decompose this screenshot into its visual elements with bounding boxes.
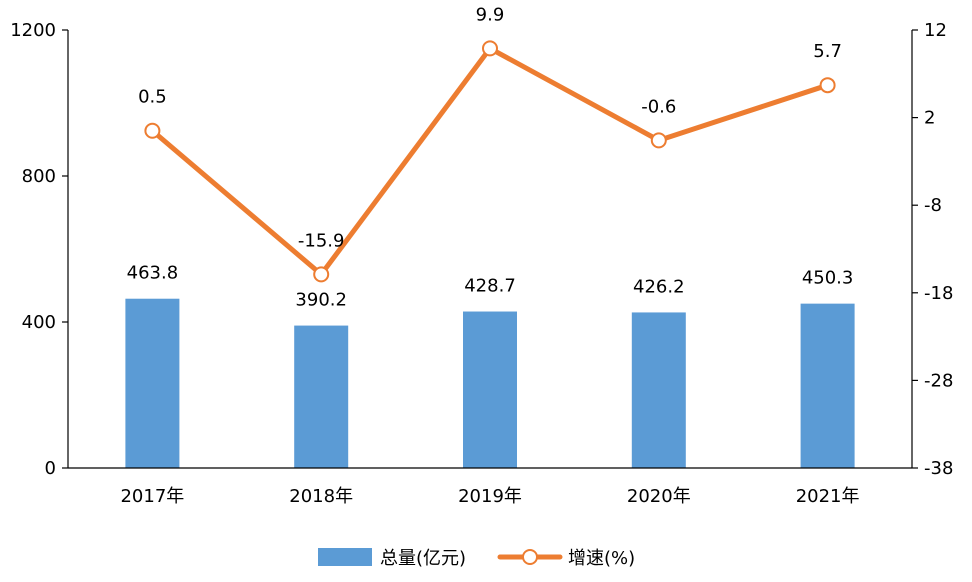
labels-layer: 463.8 390.2 428.7 426.2 450.3 0.5 -15.9 9.9 -0.6…	[127, 4, 854, 310]
growth-value-label-2: 9.9	[476, 4, 505, 25]
right-tick-label-3: -8	[924, 195, 942, 216]
growth-value-label-3: -0.6	[641, 96, 676, 117]
growth-line	[149, 45, 831, 277]
category-label-1: 2018年	[289, 486, 353, 507]
growth-point-2	[482, 40, 498, 57]
bar-value-label-4: 450.3	[802, 268, 854, 289]
category-label-2: 2019年	[458, 486, 522, 507]
bar-4	[800, 303, 855, 468]
right-tick-label-0: -38	[924, 458, 953, 479]
growth-point-3	[650, 132, 667, 149]
legend-bar-swatch	[318, 548, 372, 566]
axes-layer: 0 400 800 1200 -38 -28 -18 -8 2 12 2017年 2018年 2019年…	[10, 20, 953, 507]
growth-point-4	[819, 77, 836, 94]
bar-value-label-3: 426.2	[633, 276, 685, 297]
bars-layer	[125, 298, 855, 468]
legend-line-marker	[522, 549, 538, 565]
legend: 总量(亿元) 增速(%)	[318, 548, 635, 569]
legend-line-label: 增速(%)	[568, 548, 635, 569]
growth-value-label-0: 0.5	[138, 87, 167, 108]
legend-bar-label: 总量(亿元)	[380, 548, 466, 569]
growth-point-0	[144, 122, 161, 139]
category-label-3: 2020年	[627, 486, 691, 507]
growth-point-1	[313, 266, 330, 283]
bar-value-label-2: 428.7	[464, 276, 516, 297]
left-tick-label-2: 800	[22, 166, 56, 187]
right-tick-label-1: -28	[924, 370, 953, 391]
bar-value-label-1: 390.2	[295, 290, 347, 311]
bar-0	[125, 298, 180, 468]
growth-value-label-4: 5.7	[813, 41, 842, 62]
left-tick-label-0: 0	[45, 458, 56, 479]
category-label-0: 2017年	[120, 486, 184, 507]
growth-value-label-1: -15.9	[298, 230, 345, 251]
bar-1	[294, 325, 349, 468]
left-tick-label-3: 1200	[10, 20, 56, 41]
category-label-4: 2021年	[796, 486, 860, 507]
bar-3	[631, 312, 686, 468]
line-layer	[144, 40, 836, 283]
left-tick-label-1: 400	[22, 312, 56, 333]
bar-2	[463, 311, 517, 468]
right-tick-label-2: -18	[924, 283, 953, 304]
bar-value-label-0: 463.8	[127, 263, 179, 284]
right-tick-label-4: 2	[924, 108, 935, 129]
right-tick-label-5: 12	[924, 20, 947, 41]
